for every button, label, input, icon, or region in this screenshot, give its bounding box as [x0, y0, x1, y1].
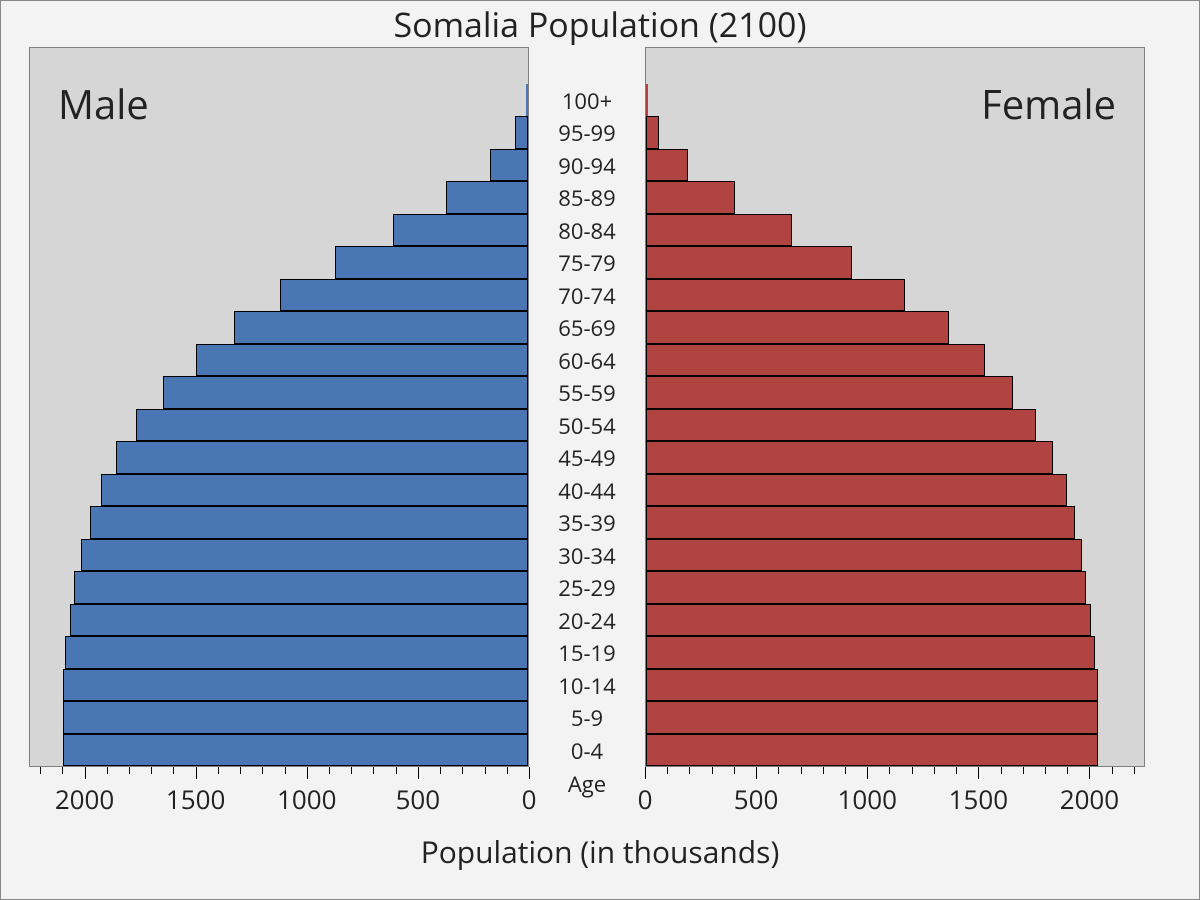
- x-tick-label: 2000: [55, 781, 114, 817]
- male-bars: [30, 84, 528, 767]
- age-group-label: 100+: [529, 85, 645, 118]
- female-bar: [646, 246, 852, 279]
- male-bar: [81, 539, 528, 572]
- male-bar: [393, 214, 528, 247]
- female-bar: [646, 279, 905, 312]
- population-pyramid-chart: Somalia Population (2100)Male100+95-9990…: [0, 0, 1200, 900]
- female-x-axis: 0500100015002000: [645, 767, 1145, 837]
- x-tick-label: 1000: [277, 781, 336, 817]
- age-group-label: 30-34: [529, 540, 645, 573]
- male-bar: [136, 409, 528, 442]
- female-bar: [646, 539, 1082, 572]
- x-tick-label: 0: [522, 781, 537, 817]
- female-bar: [646, 311, 949, 344]
- x-tick-label: 1500: [166, 781, 225, 817]
- age-group-label: 45-49: [529, 442, 645, 475]
- x-tick-label: 500: [396, 781, 441, 817]
- age-group-label: 95-99: [529, 117, 645, 150]
- female-bar: [646, 84, 648, 117]
- female-panel: Female: [645, 47, 1145, 767]
- age-group-label: 65-69: [529, 312, 645, 345]
- female-bar: [646, 181, 735, 214]
- male-bar: [526, 84, 528, 117]
- plot-row: Male100+95-9990-9485-8980-8475-7970-7465…: [29, 47, 1171, 767]
- male-bar: [163, 376, 528, 409]
- male-bar: [116, 441, 528, 474]
- age-group-label: 5-9: [529, 702, 645, 735]
- age-group-label: 55-59: [529, 377, 645, 410]
- male-bar: [280, 279, 528, 312]
- female-bar: [646, 604, 1091, 637]
- male-bar: [70, 604, 528, 637]
- age-group-label: 15-19: [529, 637, 645, 670]
- age-label-column: 100+95-9990-9485-8980-8475-7970-7465-696…: [529, 47, 645, 767]
- x-tick-label: 1000: [837, 781, 896, 817]
- age-group-label: 75-79: [529, 247, 645, 280]
- female-bar: [646, 376, 1013, 409]
- female-bar: [646, 149, 688, 182]
- x-tick-label: 0: [638, 781, 653, 817]
- x-tick-label: 2000: [1060, 781, 1119, 817]
- female-bar: [646, 701, 1098, 734]
- age-axis-label: Age: [529, 767, 645, 799]
- male-bar: [335, 246, 528, 279]
- age-group-label: 60-64: [529, 345, 645, 378]
- age-group-label: 0-4: [529, 735, 645, 768]
- female-bar: [646, 506, 1075, 539]
- chart-title: Somalia Population (2100): [1, 1, 1199, 47]
- age-group-label: 90-94: [529, 150, 645, 183]
- age-group-label: 25-29: [529, 572, 645, 605]
- x-axis-label: Population (in thousands): [1, 831, 1199, 886]
- male-bar: [515, 116, 528, 149]
- male-bar: [490, 149, 528, 182]
- female-bar: [646, 441, 1053, 474]
- x-tick-label: 500: [734, 781, 779, 817]
- female-bar: [646, 571, 1086, 604]
- x-tick-label: 1500: [949, 781, 1008, 817]
- male-bar: [63, 701, 528, 734]
- age-group-label: 35-39: [529, 507, 645, 540]
- female-bar: [646, 474, 1067, 507]
- age-group-label: 80-84: [529, 215, 645, 248]
- male-bar: [101, 474, 528, 507]
- male-panel: Male: [29, 47, 529, 767]
- age-group-label: 70-74: [529, 280, 645, 313]
- male-bar: [234, 311, 528, 344]
- age-group-label: 40-44: [529, 475, 645, 508]
- male-bar: [446, 181, 528, 214]
- age-group-label: 10-14: [529, 670, 645, 703]
- male-bar: [63, 669, 528, 702]
- female-bar: [646, 669, 1098, 702]
- female-bar: [646, 214, 792, 247]
- male-bar: [196, 344, 528, 377]
- female-bars: [646, 84, 1144, 767]
- male-bar: [65, 636, 528, 669]
- female-bar: [646, 116, 659, 149]
- female-bar: [646, 409, 1036, 442]
- male-bar: [63, 734, 528, 767]
- male-bar: [74, 571, 528, 604]
- x-axis-row: 0 500 1000 1500 2000 Age0 500 1000 1500 2000: [29, 767, 1171, 837]
- age-group-label: 50-54: [529, 410, 645, 443]
- female-bar: [646, 344, 985, 377]
- female-bar: [646, 636, 1095, 669]
- male-x-axis: 0500100015002000: [29, 767, 529, 837]
- female-bar: [646, 734, 1098, 767]
- male-bar: [90, 506, 528, 539]
- age-group-label: 20-24: [529, 605, 645, 638]
- age-group-label: 85-89: [529, 182, 645, 215]
